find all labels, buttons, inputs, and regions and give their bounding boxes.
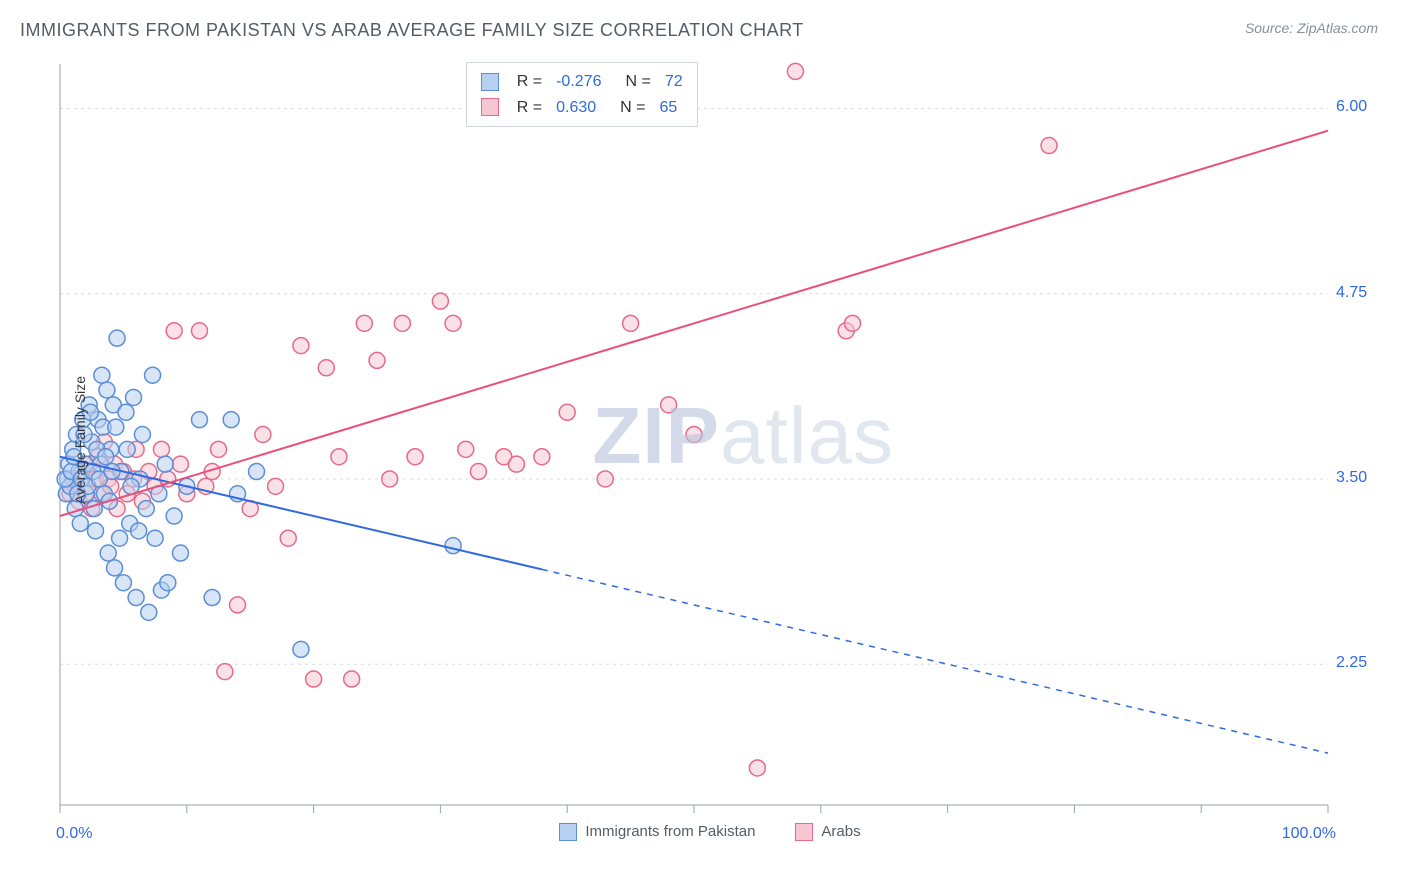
legend-item: Immigrants from Pakistan bbox=[559, 823, 755, 841]
stats-n-value: 72 bbox=[665, 69, 683, 95]
source-label: Source: ZipAtlas.com bbox=[1245, 20, 1378, 36]
legend-swatch bbox=[795, 823, 813, 841]
chart-title: IMMIGRANTS FROM PAKISTAN VS ARAB AVERAGE… bbox=[20, 20, 804, 41]
series-legend: Immigrants from Pakistan Arabs bbox=[50, 823, 1370, 841]
legend-swatch bbox=[559, 823, 577, 841]
y-axis-label: Average Family Size bbox=[72, 376, 88, 504]
legend-item: Arabs bbox=[795, 823, 860, 841]
stats-r-value: -0.276 bbox=[556, 69, 601, 95]
y-tick-label: 4.75 bbox=[1336, 284, 1367, 302]
stats-row: R = -0.276 N = 72 bbox=[481, 69, 683, 95]
stats-swatch bbox=[481, 73, 499, 91]
scatter-chart bbox=[50, 60, 1370, 850]
stats-r-label: R = bbox=[517, 69, 542, 95]
stats-n-value: 65 bbox=[659, 95, 677, 121]
y-tick-label: 3.50 bbox=[1336, 469, 1367, 487]
stats-r-label: R = bbox=[517, 95, 542, 121]
stats-swatch bbox=[481, 98, 499, 116]
stats-row: R = 0.630 N = 65 bbox=[481, 95, 683, 121]
legend-label: Arabs bbox=[821, 823, 860, 840]
stats-n-label: N = bbox=[620, 95, 645, 121]
stats-legend-box: R = -0.276 N = 72 R = 0.630 N = 65 bbox=[466, 62, 698, 127]
stats-r-value: 0.630 bbox=[556, 95, 596, 121]
legend-label: Immigrants from Pakistan bbox=[585, 823, 755, 840]
y-tick-label: 2.25 bbox=[1336, 654, 1367, 672]
y-tick-label: 6.00 bbox=[1336, 98, 1367, 116]
stats-n-label: N = bbox=[625, 69, 650, 95]
chart-container: Average Family Size ZIPatlas R =-0.276N … bbox=[50, 60, 1370, 820]
